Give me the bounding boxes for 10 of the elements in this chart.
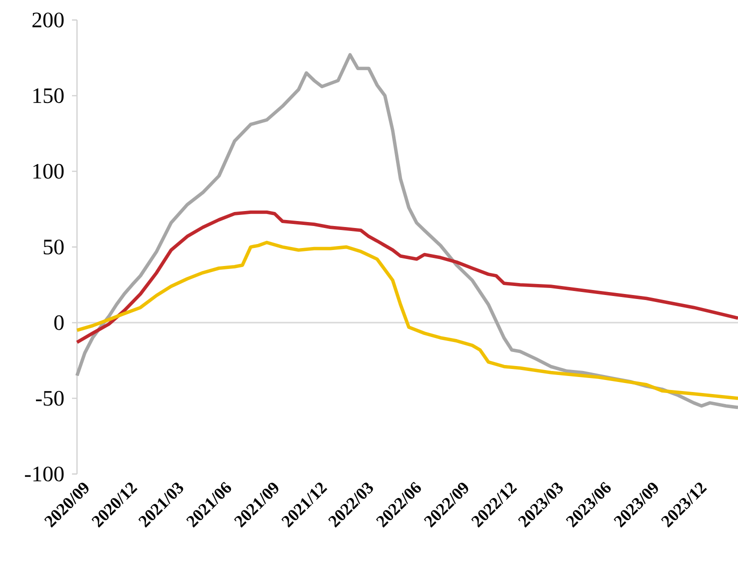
y-tick-label: 50 <box>44 240 64 254</box>
y-tick-label: 100 <box>33 164 64 179</box>
line-series <box>75 240 738 400</box>
line-series <box>75 53 738 410</box>
y-tick-label: -100 <box>24 466 64 482</box>
y-tick-label: -50 <box>36 390 64 406</box>
y-tick-label: 150 <box>33 88 64 104</box>
y-tick-label: 200 <box>32 12 64 28</box>
line-series <box>75 210 738 344</box>
y-tick-label: 0 <box>54 315 64 330</box>
